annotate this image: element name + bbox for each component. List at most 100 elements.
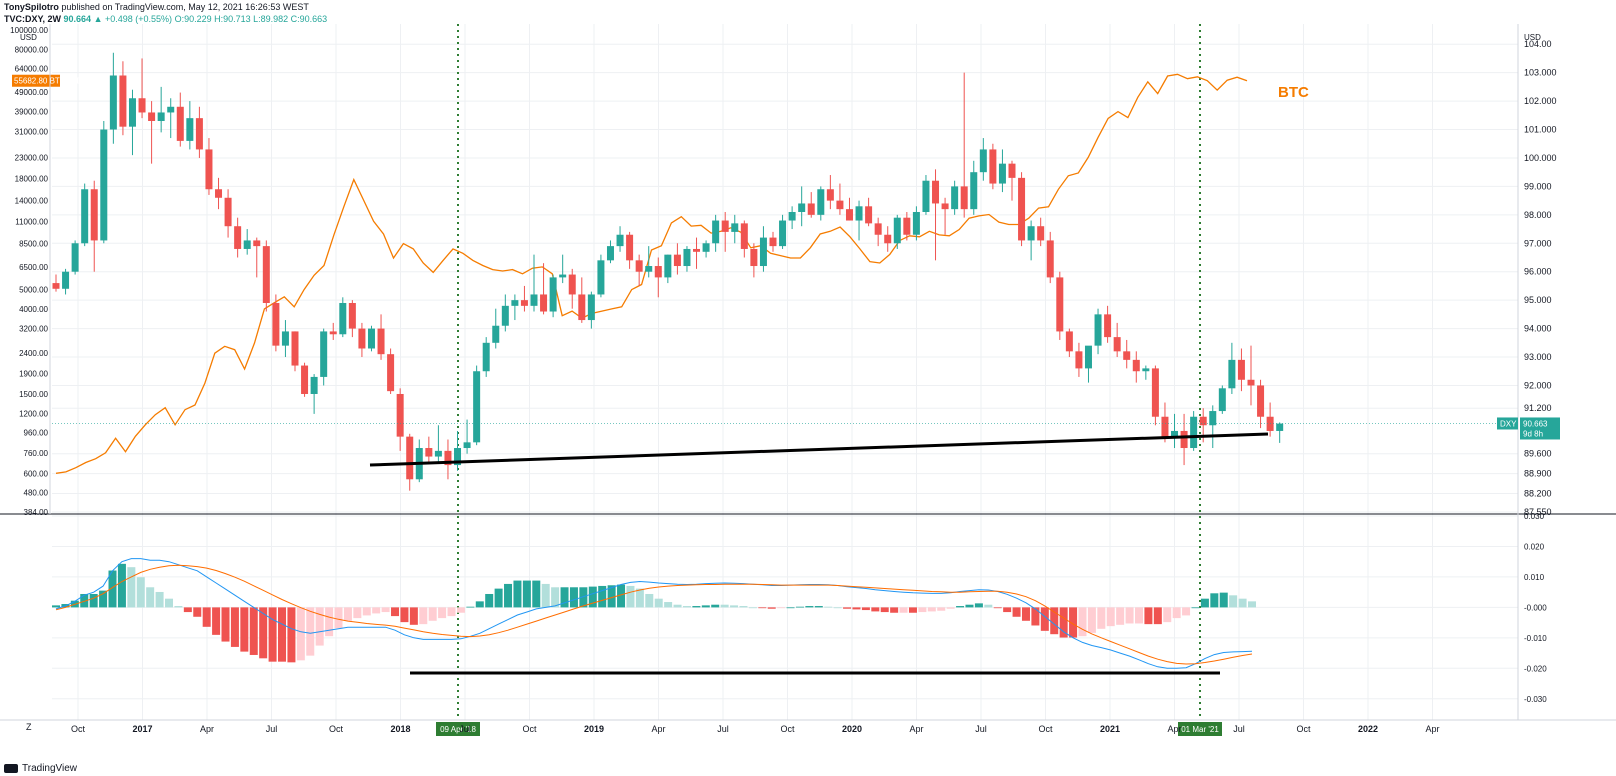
candle-body xyxy=(100,129,108,241)
candle-body xyxy=(511,300,519,306)
candle-body xyxy=(712,220,720,244)
candle-body xyxy=(1094,314,1102,346)
btc-tick-label: 600.00 xyxy=(24,469,49,478)
candle-body xyxy=(329,331,337,335)
candle-body xyxy=(62,271,70,289)
macd-histogram-bar xyxy=(1134,607,1143,624)
macd-histogram-bar xyxy=(814,606,823,608)
candle-body xyxy=(406,436,414,480)
macd-pane xyxy=(52,558,1256,669)
macd-histogram-bar xyxy=(965,604,974,608)
macd-histogram-bar xyxy=(296,607,305,661)
candle-body xyxy=(884,234,892,244)
candle-body xyxy=(71,243,79,272)
macd-histogram-bar xyxy=(890,607,899,613)
candle-body xyxy=(1171,430,1179,437)
price-tick-label: 98.000 xyxy=(1524,210,1552,220)
macd-histogram-bar xyxy=(843,607,852,609)
candle-body xyxy=(530,294,538,306)
candle-body xyxy=(1056,277,1064,332)
macd-histogram-bar xyxy=(795,606,804,608)
candle-body xyxy=(291,331,299,366)
candle-body xyxy=(549,277,557,312)
macd-histogram-bar xyxy=(419,607,428,625)
publish-info: TonySpilotro published on TradingView.co… xyxy=(4,2,309,13)
candle-body xyxy=(1046,240,1054,278)
macd-histogram-bar xyxy=(146,587,155,608)
candle-body xyxy=(234,226,242,249)
candle-body xyxy=(1123,351,1131,360)
candle-body xyxy=(1218,388,1226,412)
candle-body xyxy=(1075,351,1083,369)
macd-histogram-bar xyxy=(1125,607,1134,624)
candle-body xyxy=(1037,226,1045,241)
macd-tick-label: -0.000 xyxy=(1524,603,1547,612)
macd-histogram-bar xyxy=(155,591,164,608)
candle-body xyxy=(463,442,471,449)
candle-body xyxy=(865,206,873,224)
macd-histogram-bar xyxy=(99,590,108,608)
btc-tick-label: 49000.00 xyxy=(15,88,49,97)
macd-histogram-bar xyxy=(1050,607,1059,635)
macd-histogram-bar xyxy=(504,583,513,608)
author-name[interactable]: TonySpilotro xyxy=(4,2,59,12)
candle-body xyxy=(1151,368,1159,417)
candle-body xyxy=(1142,368,1150,372)
macd-histogram-bar xyxy=(362,607,371,616)
symbol-ohlc: O:90.229 H:90.713 L:89.982 C:90.663 xyxy=(174,14,328,24)
time-tick-label: Oct xyxy=(1038,724,1053,734)
candle-body xyxy=(559,274,567,278)
time-tick-label: Jul xyxy=(717,724,729,734)
macd-histogram-bar xyxy=(852,607,861,610)
candle-body xyxy=(1199,416,1207,426)
candle-body xyxy=(434,450,442,457)
macd-histogram-bar xyxy=(569,587,578,608)
candle-body xyxy=(903,217,911,235)
macd-histogram-bar xyxy=(221,607,230,642)
macd-tick-label: -0.030 xyxy=(1524,695,1547,704)
candle-body xyxy=(396,393,404,437)
symbol-info: TVC:DXY, 2W 90.664 ▲ +0.498 (+0.55%) O:9… xyxy=(4,14,327,25)
candle-body xyxy=(798,203,806,212)
candle-body xyxy=(1180,430,1188,449)
macd-histogram-bar xyxy=(202,607,211,627)
candle-body xyxy=(367,328,375,349)
candle-body xyxy=(922,180,930,212)
candle-body xyxy=(587,294,595,321)
candle-body xyxy=(444,450,452,466)
symbol-price: 90.664 xyxy=(63,14,92,24)
time-tick-label: Jul xyxy=(975,724,987,734)
candle-body xyxy=(970,172,978,210)
macd-histogram-bar xyxy=(334,607,343,629)
time-tick-label: Apr xyxy=(909,724,923,734)
macd-histogram-bar xyxy=(1031,607,1040,626)
candle-body xyxy=(253,240,261,247)
candle-body xyxy=(387,354,395,392)
macd-histogram-bar xyxy=(560,587,569,608)
macd-histogram-bar xyxy=(692,606,701,608)
candle-body xyxy=(1190,416,1198,449)
btc-annotation: BTC xyxy=(1278,84,1309,101)
brand-name: TradingView xyxy=(22,763,78,774)
time-tick-label: Jul xyxy=(1233,724,1245,734)
btc-tick-label: 39000.00 xyxy=(15,108,49,117)
candle-body xyxy=(301,365,309,394)
candle-body xyxy=(272,302,280,346)
macd-histogram-bar xyxy=(880,607,889,613)
tradingview-footer[interactable]: TradingView xyxy=(4,763,77,774)
time-tick-label: Apr xyxy=(651,724,665,734)
macd-histogram-bar xyxy=(918,607,927,613)
macd-histogram-bar xyxy=(240,607,249,652)
macd-histogram-bar xyxy=(805,606,814,608)
macd-histogram-bar xyxy=(1172,607,1181,619)
macd-histogram-bar xyxy=(1003,607,1012,613)
candle-body xyxy=(750,248,758,267)
price-tick-label: 96.000 xyxy=(1524,267,1552,277)
macd-histogram-bar xyxy=(777,607,786,609)
macd-histogram-bar xyxy=(1012,607,1021,617)
candle-body xyxy=(205,149,213,190)
left-axis-unit: USD xyxy=(20,33,37,42)
candle-body xyxy=(960,186,968,210)
zoom-button[interactable]: Z xyxy=(26,722,32,732)
